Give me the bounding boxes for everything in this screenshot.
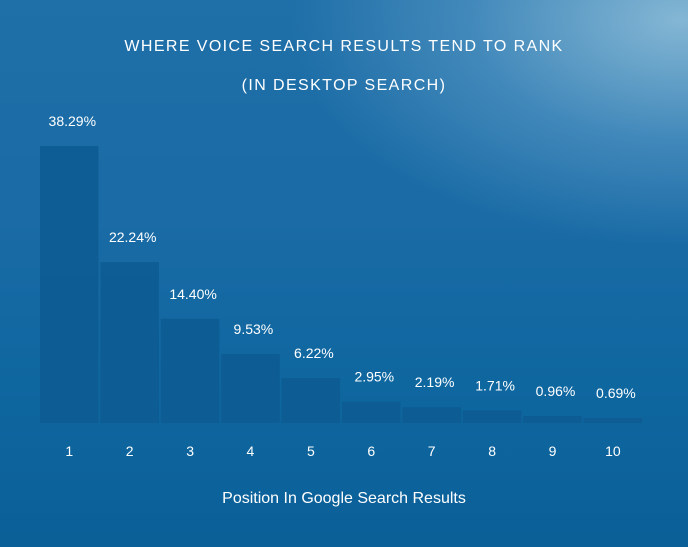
bar-4 [221,354,280,423]
data-label-3: 14.40% [169,286,216,302]
x-tick-label-2: 2 [126,443,134,459]
bar-2 [100,262,159,423]
bar-3 [160,318,220,423]
x-tick-label-8: 8 [488,443,496,459]
x-tick-label-10: 10 [605,443,621,459]
bar-5 [281,378,341,423]
bar-7 [402,407,461,423]
x-tick-label-5: 5 [307,443,315,459]
bar-9 [523,416,582,423]
x-axis-label: Position In Google Search Results [222,490,466,507]
x-tick-label-3: 3 [186,443,194,459]
data-label-10: 0.69% [596,385,636,401]
data-label-7: 2.19% [415,374,455,390]
x-tick-label-9: 9 [549,443,557,459]
data-label-4: 9.53% [234,321,274,337]
data-label-9: 0.96% [536,383,576,399]
bar-8 [462,410,522,423]
data-label-2: 22.24% [109,229,156,245]
x-tick-label-7: 7 [428,443,436,459]
data-label-6: 2.95% [354,369,394,385]
chart-title: WHERE VOICE SEARCH RESULTS TEND TO RANK [124,38,564,55]
data-label-1: 38.29% [49,113,96,129]
x-tick-label-1: 1 [65,443,73,459]
bar-1 [40,146,99,423]
data-label-8: 1.71% [475,378,515,394]
data-label-5: 6.22% [294,345,334,361]
x-tick-label-6: 6 [367,443,375,459]
bar-10 [583,418,643,423]
chart-subtitle: (IN DESKTOP SEARCH) [241,77,447,94]
bar-6 [342,401,401,423]
x-tick-label-4: 4 [247,443,255,459]
